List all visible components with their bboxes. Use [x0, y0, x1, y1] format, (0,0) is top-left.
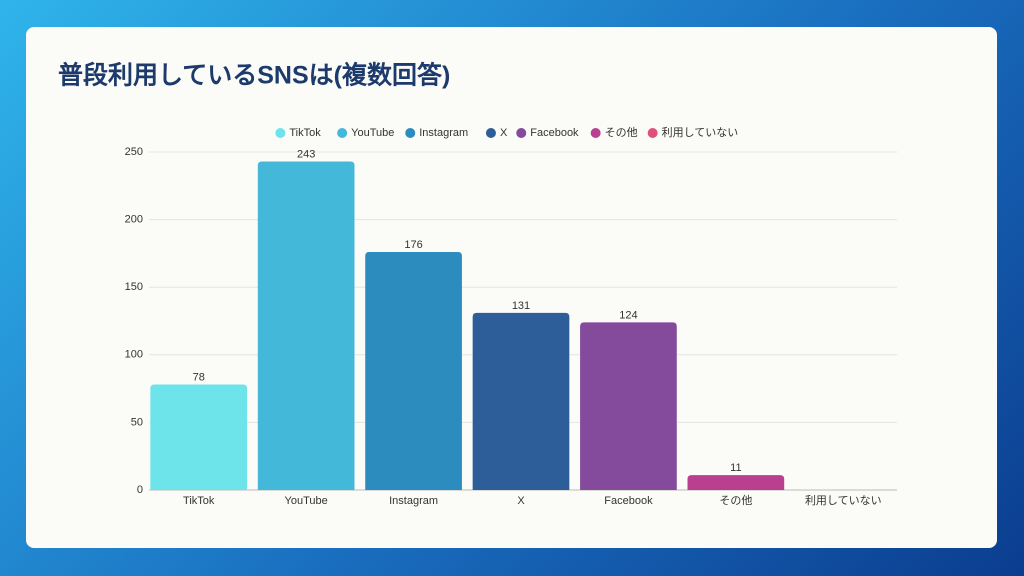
- y-tick-label: 0: [137, 484, 143, 496]
- x-tick-label: YouTube: [285, 495, 328, 507]
- x-tick-label: その他: [719, 494, 752, 507]
- bar: [472, 312, 570, 490]
- legend-label: 利用していない: [662, 126, 739, 139]
- legend-swatch: [647, 128, 658, 138]
- x-tick-label: X: [517, 495, 525, 507]
- legend-label: TikTok: [289, 127, 321, 139]
- legend-swatch: [590, 128, 601, 138]
- legend-swatch: [337, 128, 348, 138]
- x-tick-label: TikTok: [183, 495, 215, 507]
- data-label: 11: [730, 462, 741, 474]
- bar: [150, 384, 248, 490]
- legend-label: X: [500, 127, 508, 139]
- legend-swatch: [485, 128, 496, 138]
- legend-label: YouTube: [351, 127, 394, 139]
- data-label: 124: [619, 309, 637, 321]
- legend-swatch: [516, 128, 527, 138]
- chart-title: 普段利用しているSNSは(複数回答): [58, 61, 450, 90]
- data-label: 243: [297, 148, 315, 160]
- legend-swatch: [275, 128, 286, 138]
- y-tick-label: 100: [125, 349, 143, 361]
- bar: [257, 161, 355, 491]
- legend-label: Facebook: [530, 127, 579, 139]
- bar: [580, 322, 677, 490]
- legend-label: その他: [605, 126, 638, 139]
- x-tick-label: 利用していない: [805, 494, 882, 507]
- x-tick-label: Instagram: [389, 495, 438, 507]
- y-tick-label: 150: [125, 281, 143, 293]
- y-tick-label: 200: [125, 214, 143, 226]
- y-tick-label: 50: [131, 416, 143, 428]
- data-label: 131: [512, 300, 530, 312]
- data-label: 176: [404, 239, 422, 251]
- legend-swatch: [405, 128, 416, 138]
- x-tick-label: Facebook: [604, 495, 653, 507]
- y-tick-label: 250: [125, 146, 143, 158]
- bar: [365, 252, 462, 490]
- legend-label: Instagram: [419, 127, 468, 139]
- data-label: 78: [193, 371, 205, 383]
- bar: [687, 475, 785, 490]
